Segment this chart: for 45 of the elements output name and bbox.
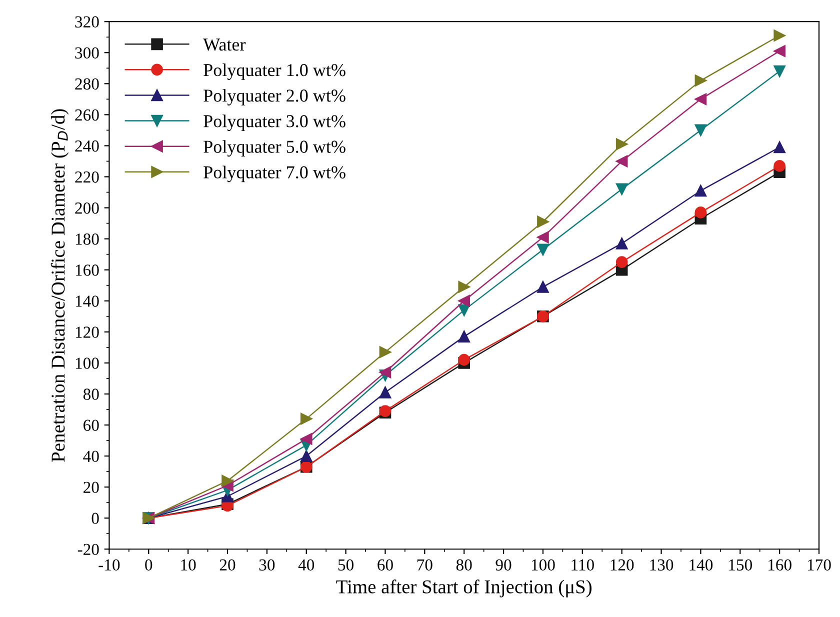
x-tick-label: 90 (496, 559, 512, 571)
y-tick-label: 160 (76, 264, 99, 276)
x-tick-label: 40 (298, 559, 314, 571)
y-tick-label: 60 (84, 420, 99, 431)
x-tick-label: 110 (572, 559, 594, 571)
y-tick-label: 240 (75, 140, 99, 152)
y-tick-label: 320 (75, 16, 99, 28)
y-tick-label: 20 (84, 482, 99, 494)
x-tick-label: 130 (650, 559, 674, 571)
x-axis-title: Time after Start of Injection (μS) (336, 580, 592, 598)
y-tick-label: 280 (75, 78, 99, 90)
x-tick-label: 120 (610, 559, 634, 571)
x-tick-label: 160 (768, 559, 792, 571)
legend-label: Water (203, 38, 246, 51)
legend-label: Polyquater 2.0 wt% (204, 89, 346, 106)
x-tick-label: 0 (145, 559, 152, 571)
legend-label: Polyquater 1.0 wt% (204, 63, 346, 80)
y-tick-label: -20 (78, 544, 99, 556)
y-tick-label: 220 (75, 171, 99, 183)
x-tick-label: 80 (456, 559, 472, 571)
y-tick-label: 300 (75, 47, 99, 59)
x-tick-label: 50 (338, 559, 354, 571)
legend-label: Polyquater 3.0 wt% (204, 114, 346, 132)
x-tick-label: 60 (378, 559, 393, 571)
y-tick-label: 200 (75, 202, 99, 214)
x-tick-label: 100 (532, 559, 555, 571)
legend-label: Polyquater 7.0 wt% (204, 166, 346, 182)
y-axis-title: Penetration Distance/Orifice Diameter (P$_{D}$/d) (50, 109, 69, 462)
legend-label: Polyquater 5.0 wt% (204, 140, 346, 157)
x-tick-label: 170 (808, 559, 831, 571)
x-tick-label: 30 (259, 559, 275, 571)
x-tick-label: -10 (98, 559, 120, 571)
y-tick-label: 120 (76, 326, 99, 338)
y-tick-label: 260 (75, 109, 99, 121)
x-tick-label: 10 (181, 559, 196, 571)
x-tick-label: 70 (417, 559, 432, 571)
y-tick-label: 140 (76, 296, 99, 307)
x-tick-label: 140 (690, 559, 713, 571)
y-tick-label: 80 (83, 388, 99, 400)
y-tick-label: 100 (76, 358, 99, 369)
y-tick-label: 40 (83, 450, 99, 462)
y-tick-label: 180 (76, 234, 99, 245)
y-tick-label: 0 (92, 512, 99, 524)
x-tick-label: 150 (729, 559, 752, 571)
x-tick-label: 20 (220, 559, 236, 571)
